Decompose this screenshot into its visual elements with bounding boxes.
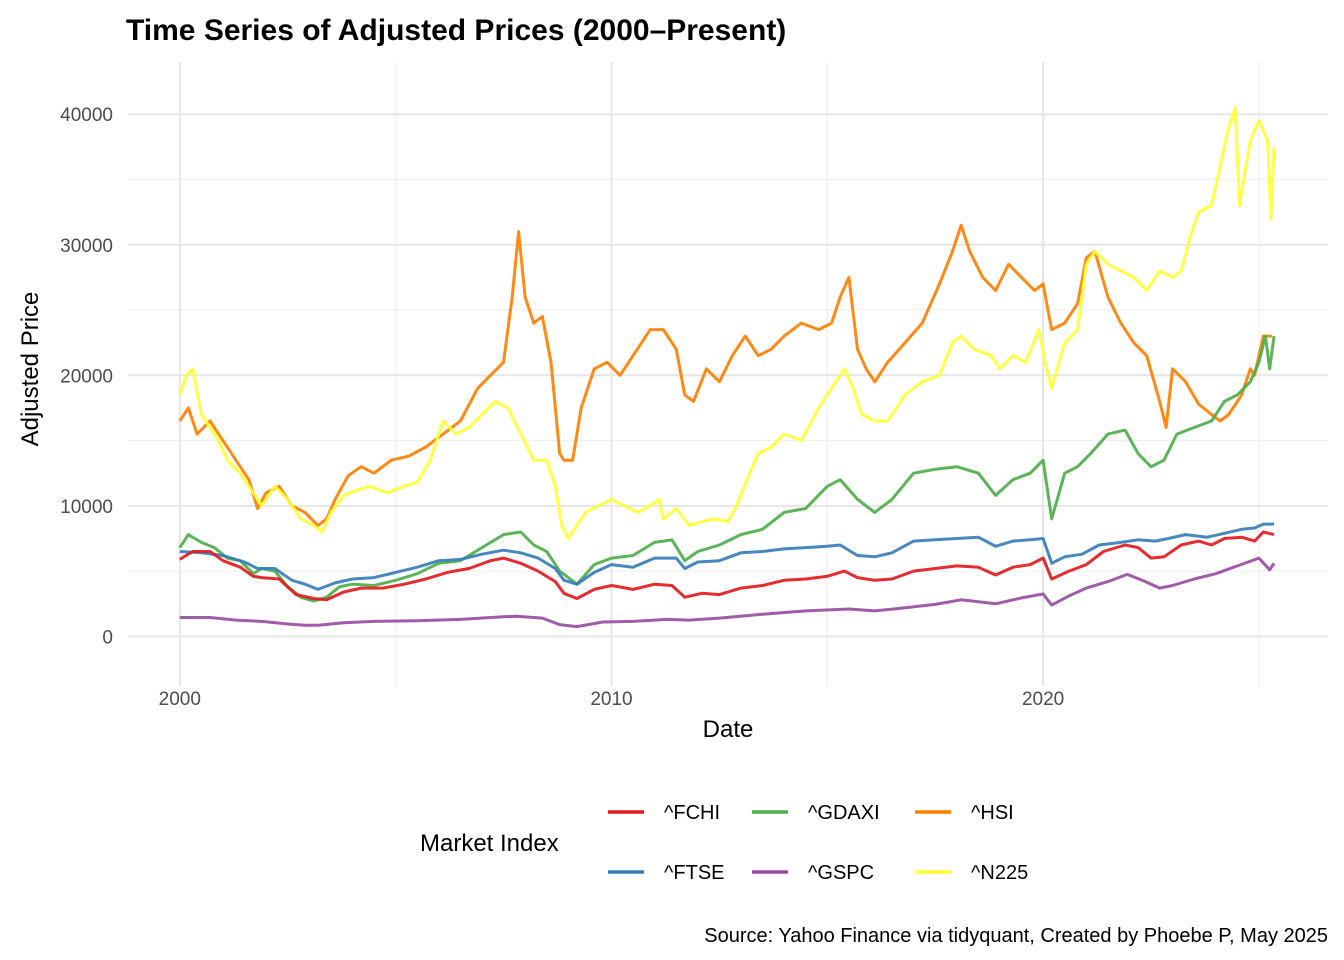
legend: Market Index ^FCHI ^GDAXI ^HSI ^FTSE ^GSPC ^N… — [420, 802, 1028, 884]
series-line-gspc — [179, 556, 1276, 629]
series-line-ftse — [179, 522, 1274, 591]
x-tick-label: 2000 — [159, 689, 201, 710]
legend-label-ftse: ^FTSE — [664, 862, 725, 884]
series-line-fchi — [179, 530, 1275, 602]
y-tick-label: 0 — [102, 627, 113, 648]
source-caption: Source: Yahoo Finance via tidyquant, Cre… — [704, 925, 1328, 947]
y-axis-title: Adjusted Price — [17, 292, 44, 447]
series-lines — [178, 106, 1276, 629]
y-tick-label: 20000 — [60, 366, 113, 387]
legend-label-fchi: ^FCHI — [664, 802, 720, 824]
legend-label-hsi: ^HSI — [971, 802, 1014, 824]
legend-title: Market Index — [420, 830, 559, 857]
grid — [128, 62, 1328, 686]
x-tick-label: 2010 — [590, 689, 632, 710]
y-axis-ticks: 0 10000 20000 30000 40000 — [60, 105, 113, 648]
x-axis-ticks: 2000 2010 2020 — [159, 689, 1065, 710]
chart-title: Time Series of Adjusted Prices (2000–Pre… — [126, 14, 786, 47]
y-tick-label: 10000 — [60, 497, 113, 518]
y-tick-label: 40000 — [60, 105, 113, 126]
series-line-n225 — [178, 106, 1276, 540]
legend-label-gdaxi: ^GDAXI — [808, 802, 880, 824]
legend-label-gspc: ^GSPC — [808, 862, 874, 884]
legend-label-n225: ^N225 — [971, 862, 1028, 884]
y-tick-label: 30000 — [60, 236, 113, 257]
x-axis-title: Date — [703, 716, 754, 743]
x-tick-label: 2020 — [1022, 689, 1064, 710]
series-line-hsi — [178, 223, 1272, 527]
